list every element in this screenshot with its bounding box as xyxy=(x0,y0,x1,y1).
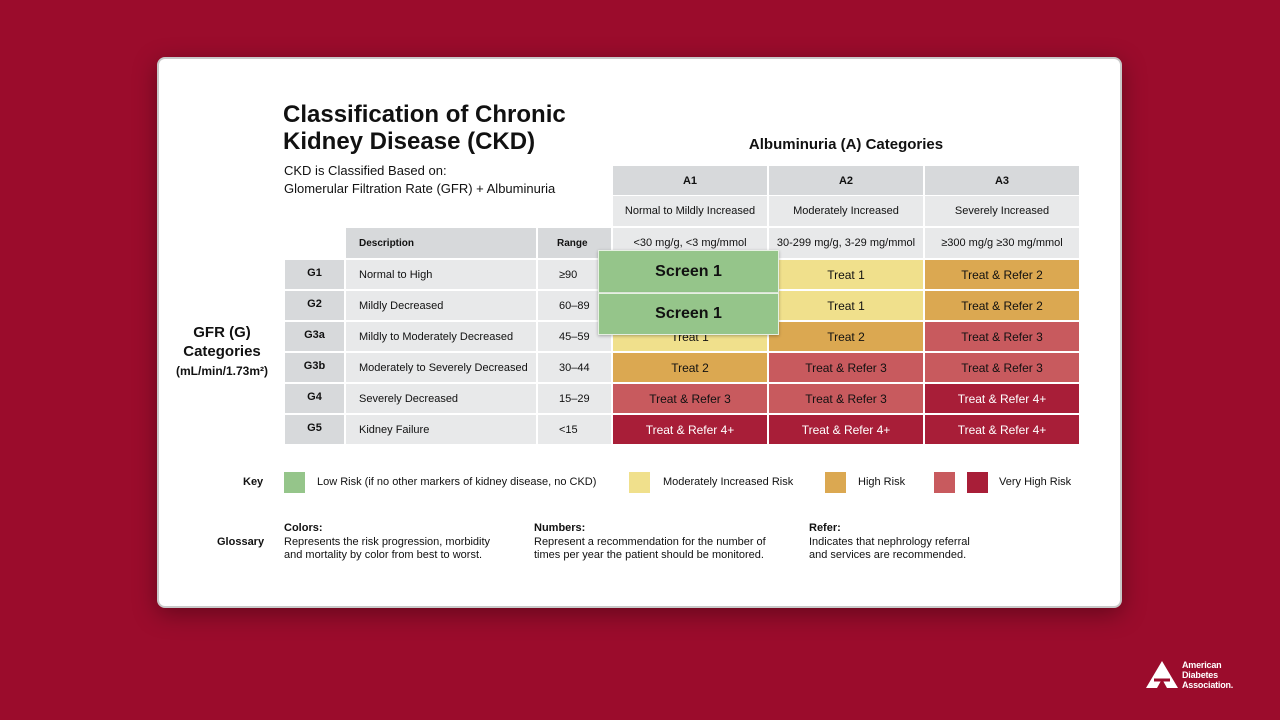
risk-cell: Treat & Refer 4+ xyxy=(612,414,768,445)
row-code: G3b xyxy=(284,352,345,383)
risk-cell: Treat & Refer 2 xyxy=(924,259,1080,290)
albuminuria-title: Albuminuria (A) Categories xyxy=(748,136,944,153)
key-swatch xyxy=(629,472,650,493)
risk-cell: Treat & Refer 3 xyxy=(612,383,768,414)
row-description: Moderately to Severely Decreased xyxy=(345,352,537,383)
key-swatch xyxy=(967,472,988,493)
column-criteria: 30-299 mg/g, 3-29 mg/mmol xyxy=(768,227,924,259)
row-code: G3a xyxy=(284,321,345,352)
row-code: G4 xyxy=(284,383,345,414)
key-swatch xyxy=(284,472,305,493)
glossary-text: Indicates that nephrology referral xyxy=(809,536,970,548)
column-description: Severely Increased xyxy=(924,195,1080,227)
key-text: High Risk xyxy=(858,476,906,488)
gfr-title: (mL/min/1.73m²) xyxy=(175,364,268,378)
glossary-text: and services are recommended. xyxy=(809,549,967,561)
risk-cell: Treat & Refer 2 xyxy=(924,290,1080,321)
column-code: A3 xyxy=(924,165,1080,196)
column-criteria: ≥300 mg/g ≥30 mg/mmol xyxy=(924,227,1080,259)
row-description: Mildly Decreased xyxy=(345,290,537,321)
glossary-title: Numbers: xyxy=(534,522,586,534)
logo-text: Association. xyxy=(1182,680,1234,690)
key-swatch xyxy=(934,472,955,493)
screen-overlay: Screen 1 xyxy=(598,250,779,293)
gfr-title: GFR (G) xyxy=(193,324,251,341)
glossary-text: times per year the patient should be mon… xyxy=(534,549,764,561)
risk-cell: Treat 1 xyxy=(768,290,924,321)
row-range: 15–29 xyxy=(537,383,612,414)
risk-cell: Treat 1 xyxy=(768,259,924,290)
row-description: Mildly to Moderately Decreased xyxy=(345,321,537,352)
row-description: Severely Decreased xyxy=(345,383,537,414)
key-text: Moderately Increased Risk xyxy=(663,476,794,488)
row-description: Normal to High xyxy=(345,259,537,290)
column-code: A2 xyxy=(768,165,924,196)
glossary-label: Glossary xyxy=(217,536,265,548)
subtitle: CKD is Classified Based on: xyxy=(284,163,447,178)
logo-text: Diabetes xyxy=(1182,670,1218,680)
risk-cell: Treat 2 xyxy=(612,352,768,383)
risk-cell: Treat & Refer 4+ xyxy=(768,414,924,445)
column-code: A1 xyxy=(612,165,768,196)
row-code: G5 xyxy=(284,414,345,445)
risk-cell: Treat & Refer 3 xyxy=(924,352,1080,383)
glossary-text: and mortality by color from best to wors… xyxy=(284,549,483,561)
title: Classification of Chronic xyxy=(283,101,566,128)
logo-icon xyxy=(1146,661,1178,688)
title: Kidney Disease (CKD) xyxy=(283,128,536,155)
row-range: 30–44 xyxy=(537,352,612,383)
glossary-text: Represents the risk progression, morbidi… xyxy=(284,536,491,548)
risk-cell: Treat & Refer 4+ xyxy=(924,383,1080,414)
subtitle: Glomerular Filtration Rate (GFR) + Album… xyxy=(284,181,556,196)
key-swatch xyxy=(825,472,846,493)
risk-cell: Treat & Refer 3 xyxy=(768,383,924,414)
risk-cell: Treat 2 xyxy=(768,321,924,352)
key-label: Key xyxy=(243,476,264,488)
key-text: Low Risk (if no other markers of kidney … xyxy=(317,476,597,488)
risk-cell: Treat & Refer 4+ xyxy=(924,414,1080,445)
row-code: G1 xyxy=(284,259,345,290)
glossary-title: Refer: xyxy=(809,522,841,534)
logo-text: American xyxy=(1182,660,1222,670)
glossary-title: Colors: xyxy=(284,522,323,534)
row-range: <15 xyxy=(537,414,612,445)
screen-overlay: Screen 1 xyxy=(598,293,779,335)
row-code: G2 xyxy=(284,290,345,321)
gfr-title: Categories xyxy=(183,343,261,360)
risk-cell: Treat & Refer 3 xyxy=(768,352,924,383)
key-text: Very High Risk xyxy=(999,476,1072,488)
glossary-text: Represent a recommendation for the numbe… xyxy=(534,536,766,548)
column-description: Normal to Mildly Increased xyxy=(612,195,768,227)
risk-cell: Treat & Refer 3 xyxy=(924,321,1080,352)
description-header: Description xyxy=(345,227,537,259)
column-description: Moderately Increased xyxy=(768,195,924,227)
row-description: Kidney Failure xyxy=(345,414,537,445)
